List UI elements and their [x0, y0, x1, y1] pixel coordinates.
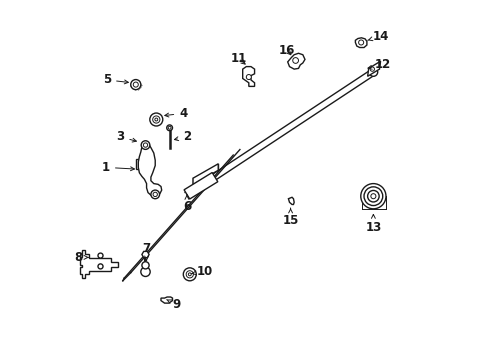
Polygon shape	[138, 144, 162, 196]
Text: 13: 13	[365, 215, 381, 234]
Circle shape	[358, 40, 363, 45]
Polygon shape	[367, 61, 380, 76]
Circle shape	[292, 58, 298, 63]
Text: 6: 6	[183, 195, 191, 213]
Polygon shape	[142, 251, 149, 258]
Circle shape	[368, 68, 377, 76]
Polygon shape	[242, 67, 254, 86]
Text: 5: 5	[102, 73, 128, 86]
Circle shape	[98, 253, 103, 258]
Polygon shape	[193, 164, 218, 185]
Text: 11: 11	[230, 52, 246, 65]
Text: 10: 10	[191, 265, 213, 278]
Text: 15: 15	[282, 208, 298, 227]
Circle shape	[141, 141, 149, 149]
Circle shape	[130, 80, 141, 90]
Text: 8: 8	[74, 251, 88, 264]
Polygon shape	[80, 250, 118, 278]
Polygon shape	[287, 53, 305, 69]
Text: 16: 16	[278, 44, 295, 57]
Text: 7: 7	[142, 242, 150, 261]
Polygon shape	[288, 197, 294, 204]
Text: 2: 2	[174, 130, 191, 143]
Circle shape	[246, 75, 251, 80]
Circle shape	[360, 184, 385, 209]
Text: 4: 4	[164, 107, 187, 120]
Circle shape	[183, 268, 196, 281]
Circle shape	[141, 267, 150, 276]
Circle shape	[142, 262, 149, 269]
Polygon shape	[161, 297, 172, 303]
Circle shape	[98, 264, 103, 269]
Polygon shape	[183, 172, 217, 199]
Circle shape	[151, 190, 159, 199]
Polygon shape	[355, 38, 366, 48]
Circle shape	[166, 125, 172, 131]
Circle shape	[149, 113, 163, 126]
Text: 12: 12	[367, 58, 390, 71]
Text: 14: 14	[367, 30, 388, 42]
Text: 3: 3	[116, 130, 136, 143]
Polygon shape	[136, 159, 149, 169]
Text: 1: 1	[102, 161, 134, 174]
Text: 9: 9	[166, 298, 180, 311]
